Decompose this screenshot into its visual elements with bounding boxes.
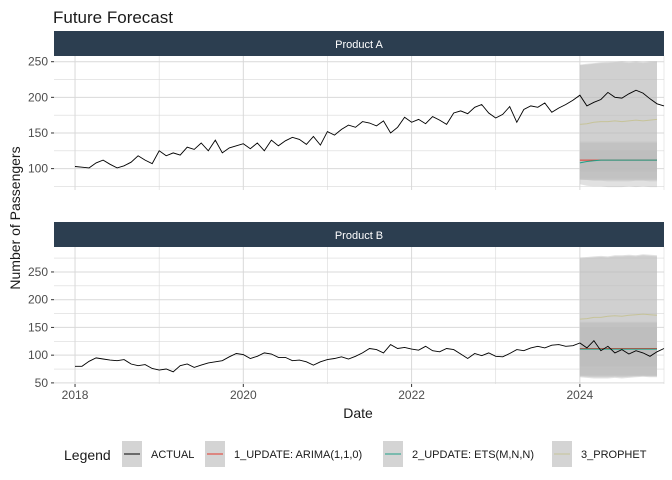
panel-0: Product A 100 150 200 250 [28, 31, 665, 190]
x-axis-title: Date [343, 405, 373, 421]
y-tick-label: 200 [28, 293, 48, 307]
y-tick-label: 50 [35, 376, 49, 390]
legend-label: 1_UPDATE: ARIMA(1,1,0) [234, 449, 362, 461]
legend-label: 2_UPDATE: ETS(M,N,N) [412, 449, 534, 461]
legend-label: ACTUAL [151, 449, 194, 461]
facet-strip-label: Product B [335, 230, 383, 242]
y-tick-label: 100 [28, 348, 48, 362]
y-tick-label: 100 [28, 162, 48, 176]
y-tick-label: 150 [28, 126, 48, 140]
forecast-band-95 [579, 61, 657, 188]
legend-title: Legend [64, 447, 111, 463]
facet-panels: Product A 100 150 200 250 Product B 50 100 150 20… [28, 31, 665, 402]
forecast-line [579, 159, 657, 164]
forecast-line [579, 118, 658, 125]
forecast-band-95 [579, 143, 657, 180]
actual-series-line [75, 339, 665, 373]
x-tick-label: 2022 [398, 388, 425, 402]
y-tick-label: 250 [28, 265, 48, 279]
x-tick-label: 2018 [62, 388, 89, 402]
actual-series-line [74, 89, 665, 169]
facet-strip [54, 222, 664, 247]
facet-strip [54, 31, 664, 56]
legend-label: 3_PROPHET [581, 449, 647, 461]
y-axis-title: Number of Passengers [7, 146, 23, 289]
forecast-band-80 [579, 328, 657, 367]
x-tick-label: 2024 [567, 388, 594, 402]
y-tick-label: 150 [28, 320, 48, 334]
y-tick-label: 250 [28, 55, 48, 69]
forecast-band-80 [579, 151, 657, 172]
legend: Legend ACTUAL 1_UPDATE: ARIMA(1,1,0) 2_UPD… [64, 441, 647, 467]
panel-1: Product B 50 100 150 200 250 [28, 222, 665, 390]
chart-title: Future Forecast [53, 8, 173, 27]
facet-strip-label: Product A [335, 39, 383, 51]
forecast-line [579, 313, 658, 320]
x-tick-label: 2020 [230, 388, 257, 402]
forecast-band-80 [579, 327, 657, 367]
y-tick-label: 200 [28, 90, 48, 104]
